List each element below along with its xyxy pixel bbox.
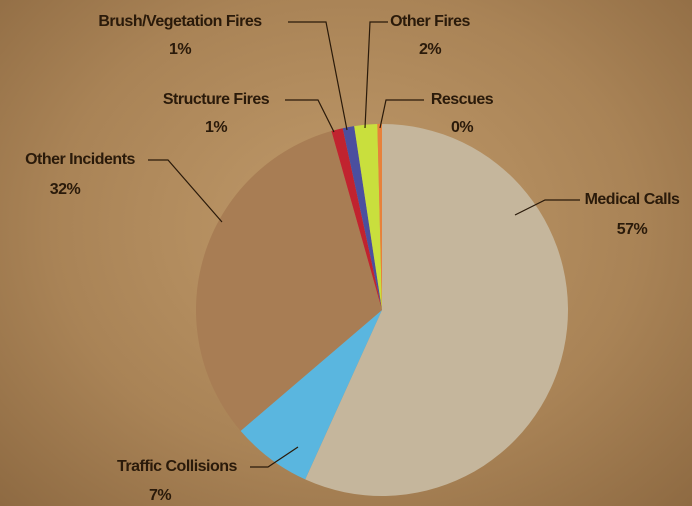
value-label: 7% (149, 487, 171, 504)
value-label: 57% (617, 221, 648, 238)
pie-slice (240, 310, 382, 480)
pie-slice (196, 131, 382, 431)
slice-label: Other Incidents (25, 151, 135, 168)
slice-label: Brush/Vegetation Fires (98, 13, 262, 30)
slice-label: Traffic Collisions (117, 458, 238, 475)
pie-slice (342, 126, 382, 310)
slice-label: Medical Calls (585, 191, 680, 208)
value-label: 0% (451, 119, 473, 136)
leader-line (288, 21, 348, 131)
pie-slice (331, 128, 382, 310)
leader-line (250, 446, 299, 468)
value-label: 1% (205, 119, 227, 136)
slice-label: Rescues (431, 91, 494, 108)
leader-line (285, 99, 335, 133)
slice-label: Other Fires (390, 13, 470, 30)
pie-slice (377, 124, 382, 310)
slice-label: Structure Fires (163, 91, 270, 108)
leader-line (379, 99, 424, 129)
pie-slice (305, 124, 568, 496)
pie-slice (354, 124, 382, 310)
value-label: 2% (419, 41, 441, 58)
leader-line (514, 199, 580, 216)
value-label: 1% (169, 41, 191, 58)
leader-line (364, 21, 388, 129)
value-label: 32% (50, 181, 81, 198)
leader-line (148, 159, 223, 223)
